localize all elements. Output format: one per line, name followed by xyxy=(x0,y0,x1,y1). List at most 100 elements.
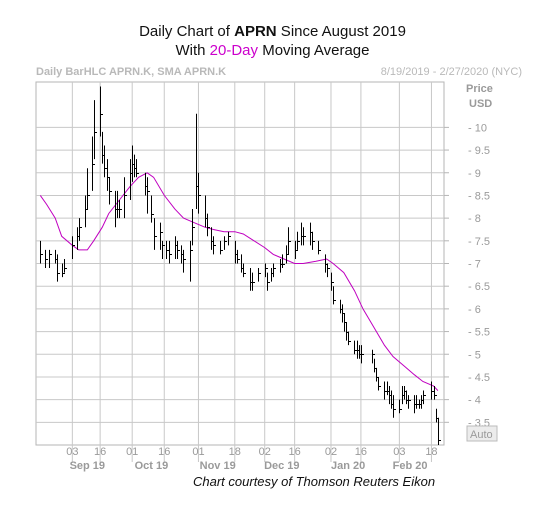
hlc-bar xyxy=(40,240,43,264)
y-tick-label: - 9 xyxy=(468,168,481,180)
hlc-bar xyxy=(177,240,180,259)
x-tick-label: 02 xyxy=(259,446,271,458)
y-tick-label: - 6 xyxy=(468,304,481,316)
x-tick-label: 16 xyxy=(158,446,170,458)
hlc-bar xyxy=(109,177,112,205)
y-tick-label: - 4 xyxy=(468,395,481,407)
hlc-bar xyxy=(92,136,95,191)
y-tick-label: - 9.5 xyxy=(468,145,490,157)
hlc-bar xyxy=(162,240,165,259)
hlc-bar xyxy=(361,345,364,364)
auto-button-label[interactable]: Auto xyxy=(470,429,493,441)
hlc-bar xyxy=(104,145,107,178)
hlc-bar xyxy=(333,286,336,305)
hlc-bar xyxy=(224,236,227,250)
x-month-label: Jan 20 xyxy=(331,460,365,472)
x-tick-label: 18 xyxy=(425,446,437,458)
hlc-bar xyxy=(237,249,240,264)
hlc-bar xyxy=(303,227,306,246)
hlc-bar xyxy=(64,258,67,273)
hlc-bar xyxy=(267,272,270,291)
auto-scale-button[interactable]: Auto xyxy=(466,425,498,442)
x-month-label: Oct 19 xyxy=(135,460,169,472)
hlc-bar xyxy=(166,240,169,259)
y-tick-label: - 4.5 xyxy=(468,372,490,384)
title-ma-text: Moving Average xyxy=(258,42,370,59)
axis-labels: - 10 - 9.5 - 9 - 8.5 - 8 - 7.5 - 7 - 6.5 - 6 - 5.… xyxy=(66,122,490,472)
hlc-bar xyxy=(434,386,437,400)
price-bars xyxy=(40,86,441,445)
x-tick-label: 16 xyxy=(94,446,106,458)
hlc-bar xyxy=(243,263,246,278)
hlc-bar xyxy=(258,268,261,282)
title-ma-period: 20-Day xyxy=(209,42,259,59)
hlc-bar xyxy=(288,227,291,255)
x-month-label: Dec 19 xyxy=(264,460,299,472)
x-tick-label: 16 xyxy=(355,446,367,458)
chart-title: Daily Chart of APRN Since August 2019 Wi… xyxy=(0,22,545,60)
hlc-bar xyxy=(160,222,163,250)
hlc-bar xyxy=(286,245,289,264)
hlc-bar xyxy=(423,390,426,405)
hlc-bar xyxy=(154,218,157,250)
hlc-bar xyxy=(183,249,186,273)
hlc-bar xyxy=(151,195,154,223)
title-ticker: APRN xyxy=(234,23,277,40)
hlc-bar xyxy=(198,172,201,214)
hlc-bar xyxy=(57,254,60,282)
hlc-bar xyxy=(282,254,285,269)
hlc-bar xyxy=(393,395,396,418)
hlc-bar xyxy=(348,331,351,346)
y-tick-label: - 10 xyxy=(468,122,487,134)
title-line-2: With 20-Day Moving Average xyxy=(0,41,545,60)
hlc-bar xyxy=(354,340,357,355)
hlc-bar xyxy=(72,236,75,259)
hlc-bar xyxy=(192,209,195,246)
hlc-bar xyxy=(119,199,122,219)
x-month-label: Sep 19 xyxy=(70,460,105,472)
hlc-bar xyxy=(252,272,255,291)
title-prefix: Daily Chart of xyxy=(139,23,235,40)
hlc-bar xyxy=(438,417,441,445)
hlc-bar xyxy=(228,231,231,246)
title-suffix: Since August 2019 xyxy=(276,23,406,40)
hlc-bar xyxy=(124,177,127,219)
hlc-bar xyxy=(207,213,210,237)
date-range: 8/19/2019 - 2/27/2020 (NYC) xyxy=(380,66,522,78)
hlc-bar xyxy=(265,263,268,278)
grid xyxy=(36,82,444,462)
hlc-bar xyxy=(79,218,82,241)
title-with: With xyxy=(175,42,210,59)
x-month-label: Feb 20 xyxy=(393,460,428,472)
y-tick-label: - 8 xyxy=(468,213,481,225)
x-tick-label: 03 xyxy=(66,446,78,458)
hlc-bar xyxy=(295,240,298,259)
series-descriptor: Daily BarHLC APRN.K, SMA APRN.K xyxy=(36,66,227,78)
y-axis-label-price: Price xyxy=(466,83,493,95)
hlc-bar xyxy=(372,349,375,364)
hlc-bar xyxy=(416,395,419,409)
ma-20-line xyxy=(39,172,439,391)
y-axis-label-usd: USD xyxy=(469,98,492,110)
hlc-bar xyxy=(62,263,65,278)
auto-button-frame[interactable] xyxy=(466,425,498,442)
hlc-bar xyxy=(147,177,150,214)
x-tick-label: 02 xyxy=(325,446,337,458)
hlc-bar xyxy=(136,159,139,178)
title-line-1: Daily Chart of APRN Since August 2019 xyxy=(0,22,545,41)
hlc-bar xyxy=(378,376,381,391)
hlc-bar xyxy=(399,399,402,414)
hlc-bar xyxy=(45,249,48,269)
hlc-bar xyxy=(408,395,411,409)
hlc-bar xyxy=(85,195,88,228)
x-tick-label: 01 xyxy=(126,446,138,458)
x-tick-label: 16 xyxy=(289,446,301,458)
y-tick-label: - 5 xyxy=(468,349,481,361)
hlc-bar xyxy=(220,240,223,255)
hlc-bar xyxy=(318,240,321,255)
y-tick-label: - 6.5 xyxy=(468,281,490,293)
hlc-bar xyxy=(384,381,387,400)
hlc-bar xyxy=(273,263,276,278)
hlc-bar xyxy=(169,240,172,264)
